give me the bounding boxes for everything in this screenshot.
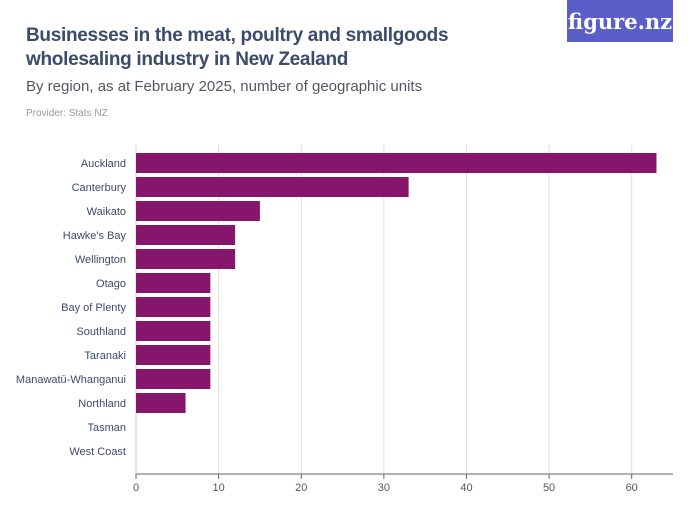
category-label: Northland (78, 398, 126, 410)
category-label: Manawatū-Whanganui (16, 374, 126, 386)
category-label: West Coast (69, 446, 126, 458)
category-label: Southland (76, 326, 126, 338)
bar-taranaki (136, 345, 211, 365)
bar-canterbury (136, 177, 409, 197)
bar-otago (136, 273, 211, 293)
chart-title: Businesses in the meat, poultry and smal… (26, 25, 449, 70)
category-label: Taranaki (84, 350, 126, 362)
chart-subtitle: By region, as at February 2025, number o… (26, 78, 423, 95)
bar-southland (136, 321, 211, 341)
x-tick-label: 40 (460, 482, 472, 494)
category-label: Bay of Plenty (61, 302, 126, 314)
category-label: Hawke's Bay (63, 230, 127, 242)
x-tick-label: 0 (133, 482, 139, 494)
category-label: Otago (96, 278, 126, 290)
category-label: Auckland (81, 158, 126, 170)
x-tick-label: 20 (295, 482, 307, 494)
category-label: Canterbury (72, 182, 127, 194)
bar-northland (136, 393, 186, 413)
bar-bay-of-plenty (136, 297, 211, 317)
category-label: Waikato (87, 206, 126, 218)
x-tick-label: 60 (626, 482, 638, 494)
bar-auckland (136, 153, 657, 173)
x-tick-label: 30 (378, 482, 390, 494)
provider-label: Provider: Stats NZ (26, 108, 108, 119)
bar-manawat-whanganui (136, 369, 211, 389)
category-label: Tasman (87, 422, 126, 434)
x-tick-label: 10 (212, 482, 224, 494)
figure-nz-logo[interactable]: figure.nz (567, 0, 673, 42)
bar-wellington (136, 249, 236, 269)
category-label: Wellington (75, 254, 126, 266)
x-tick-label: 50 (543, 482, 555, 494)
bar-hawke-s-bay (136, 225, 236, 245)
bar-waikato (136, 201, 260, 221)
